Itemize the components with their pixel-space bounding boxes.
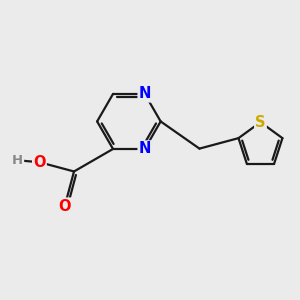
Text: H: H [12,154,23,167]
Text: O: O [58,199,71,214]
Text: N: N [139,86,151,101]
Text: S: S [255,115,266,130]
Text: N: N [139,142,151,157]
Text: O: O [33,155,46,170]
